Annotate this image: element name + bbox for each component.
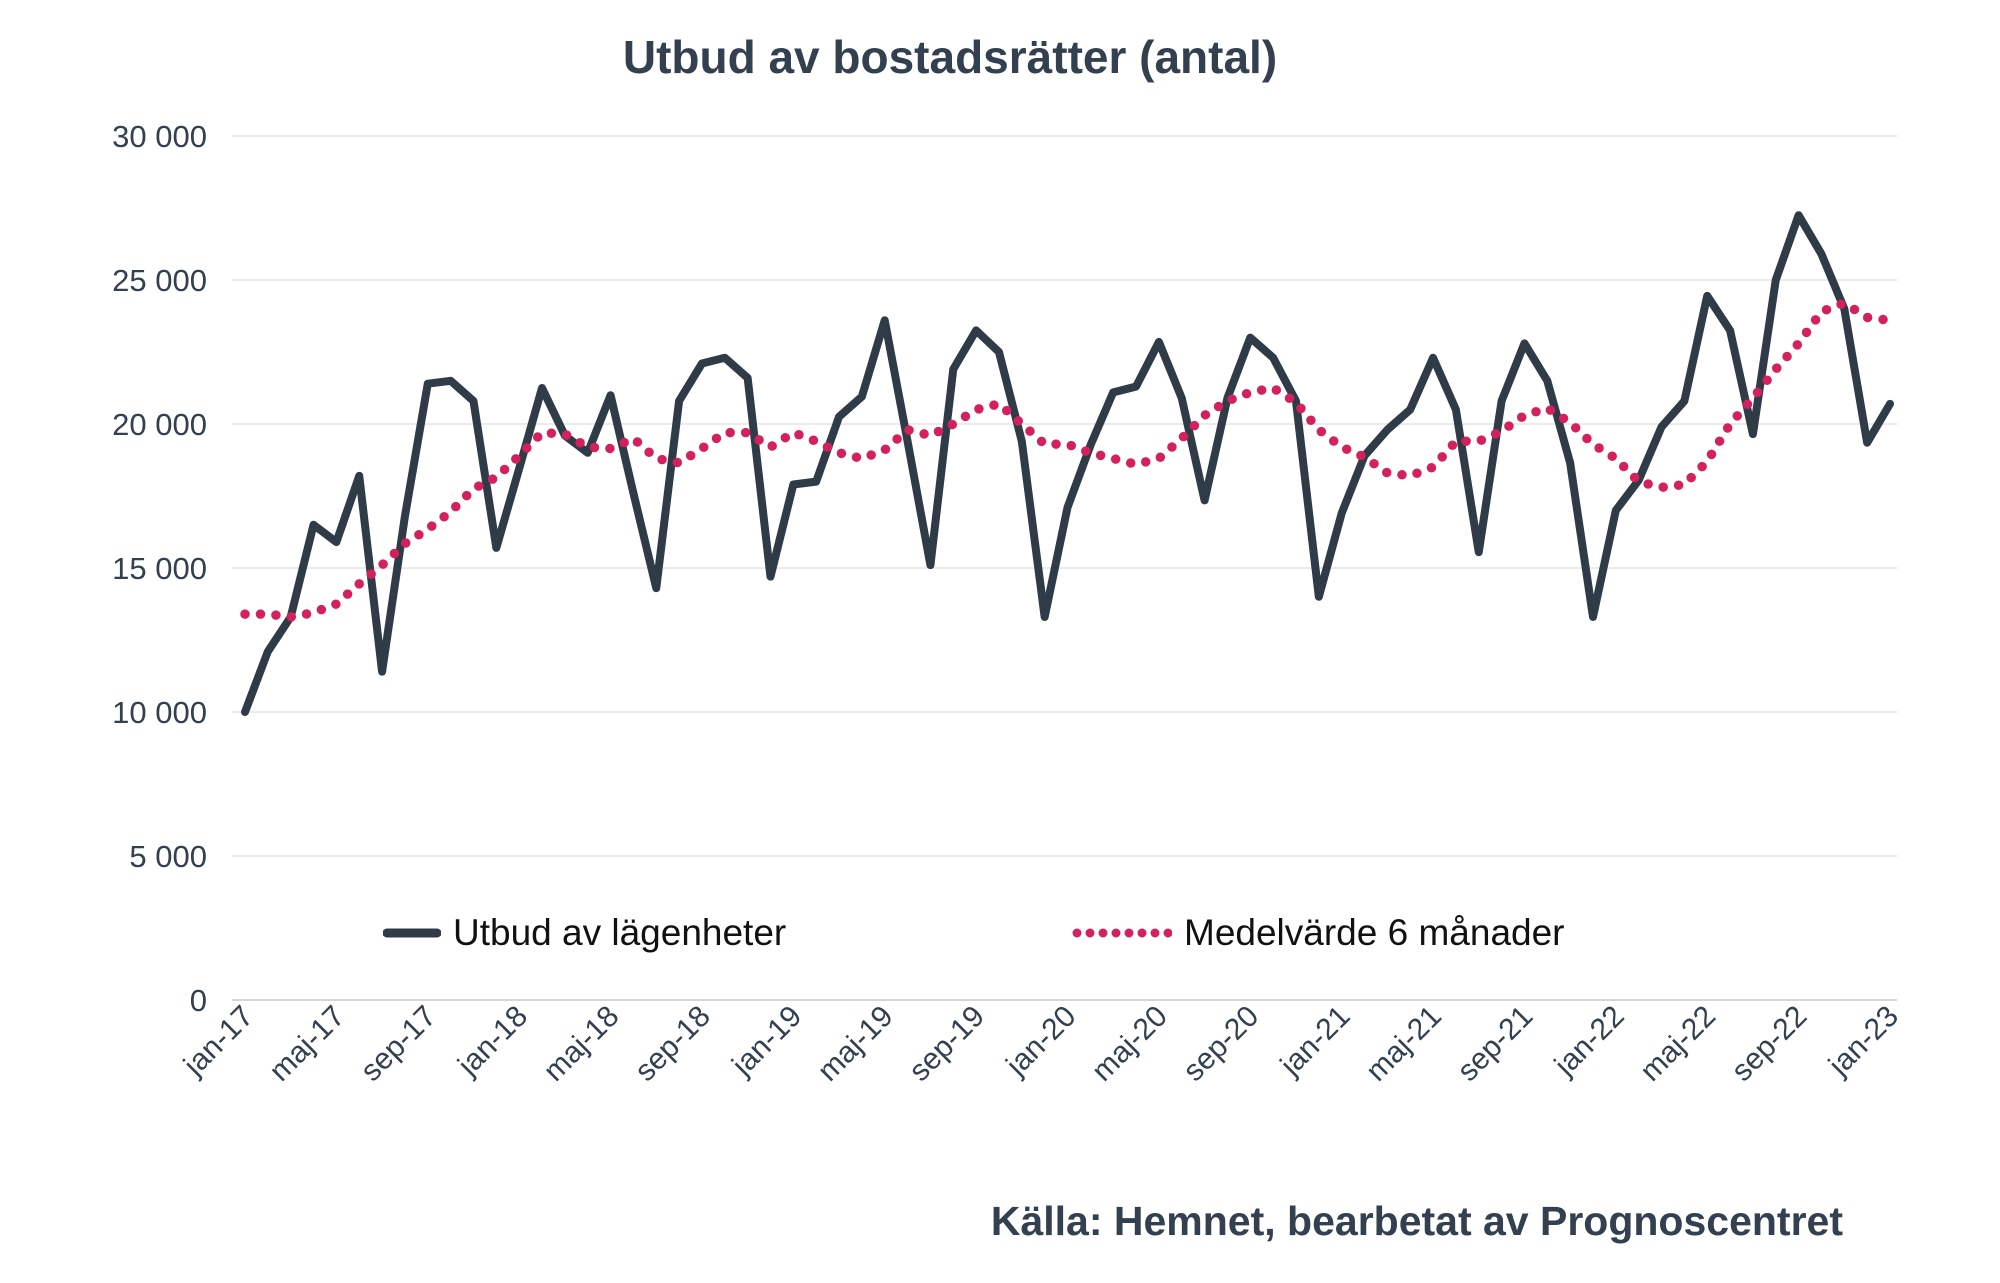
series-line-utbud (241, 211, 1894, 716)
gridlines (232, 135, 1897, 1001)
series-lines (240, 211, 1895, 716)
legend: Utbud av lägenheter Medelvärde 6 månader (0, 905, 2000, 961)
y-tick-label: 15 000 (112, 551, 207, 586)
y-axis-labels: 0 5 000 10 000 15 000 20 000 25 000 30 000 (112, 119, 207, 1018)
legend-entry-utbud: Utbud av lägenheter (383, 905, 786, 961)
legend-label-utbud: Utbud av lägenheter (453, 912, 787, 953)
x-tick-label: sep-20 (1177, 1000, 1265, 1088)
source-caption: Källa: Hemnet, bearbetat av Prognoscentr… (990, 1198, 1843, 1244)
x-tick-label: maj-21 (1360, 1000, 1448, 1088)
legend-solid-line-swatch (383, 928, 441, 938)
x-tick-label: maj-17 (263, 1000, 351, 1088)
y-tick-label: 20 000 (112, 407, 207, 442)
y-tick-label: 25 000 (112, 263, 207, 298)
x-tick-label: jan-18 (451, 1000, 534, 1083)
series-line-medelvarde (240, 298, 1895, 622)
x-tick-label: jan-23 (1822, 1000, 1905, 1083)
y-tick-label: 0 (190, 983, 207, 1018)
x-tick-label: sep-22 (1725, 1000, 1813, 1088)
chart-title: Utbud av bostadsrätter (antal) (622, 31, 1278, 83)
x-tick-label: maj-19 (811, 1000, 899, 1088)
x-tick-label: jan-20 (999, 1000, 1082, 1083)
x-tick-label: jan-22 (1548, 1000, 1631, 1083)
legend-label-medelvarde: Medelvärde 6 månader (1184, 912, 1565, 953)
y-tick-label: 30 000 (112, 119, 207, 154)
legend-dotted-line-swatch (1072, 928, 1172, 938)
x-tick-label: sep-21 (1451, 1000, 1539, 1088)
legend-entry-medelvarde: Medelvärde 6 månader (1072, 905, 1565, 961)
y-tick-label: 10 000 (112, 695, 207, 730)
x-tick-label: sep-19 (903, 1000, 991, 1088)
x-tick-label: maj-22 (1634, 1000, 1722, 1088)
x-tick-label: maj-20 (1086, 1000, 1174, 1088)
x-tick-label: maj-18 (537, 1000, 625, 1088)
x-tick-label: jan-21 (1274, 1000, 1357, 1083)
x-tick-label: jan-19 (725, 1000, 808, 1083)
x-axis-labels: jan-17 maj-17 sep-17 jan-18 maj-18 sep-18 jan-… (177, 1000, 1905, 1088)
x-tick-label: sep-18 (629, 1000, 717, 1088)
y-tick-label: 5 000 (129, 839, 207, 874)
x-tick-label: sep-17 (355, 1000, 443, 1088)
